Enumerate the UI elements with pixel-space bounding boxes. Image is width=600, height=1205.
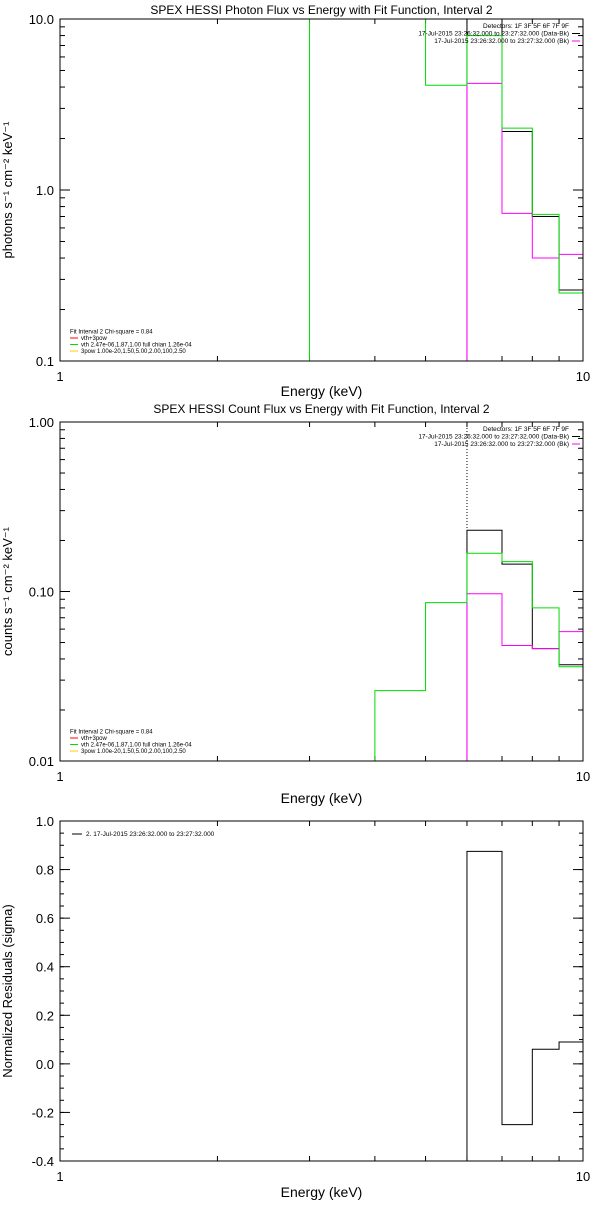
x-axis-label: Energy (keV) bbox=[281, 790, 363, 806]
plot-data bbox=[374, 422, 583, 761]
legend-entry: 3pow 1.00e-20,1.50,5.00,2.00,100,2.50 bbox=[81, 749, 186, 755]
y-axis-label: counts s⁻¹ cm⁻² keV⁻¹ bbox=[0, 526, 15, 656]
x-axis-label: Energy (keV) bbox=[281, 383, 363, 399]
legend-entry: Fit Interval 2 Chi-square = 0.84 bbox=[70, 730, 153, 736]
x-tick-label: 1 bbox=[56, 1169, 63, 1184]
plot-data bbox=[309, 19, 583, 361]
y-tick-label: 0.8 bbox=[36, 863, 54, 878]
legend-entry: vth+3pow bbox=[81, 736, 108, 742]
legend-entry: 17-Jul-2015 23:26:32.000 to 23:27:32.000… bbox=[418, 31, 569, 38]
legend-entry: vth+3pow bbox=[81, 336, 108, 342]
x-axis-label: Energy (keV) bbox=[281, 1184, 363, 1200]
y-axis-label: Normalized Residuals (sigma) bbox=[0, 904, 15, 1077]
series-vth-3pow-line bbox=[309, 19, 583, 361]
x-tick-label: 1 bbox=[56, 769, 63, 784]
legend-entry: 17-Jul-2015 23:26:32.000 to 23:27:32.000… bbox=[434, 441, 569, 448]
legend-entry: vth 2.47e-06,1.87,1.00 full chian 1.26e-… bbox=[81, 343, 192, 349]
y-tick-label: -0.4 bbox=[32, 1154, 54, 1169]
legend-entry: 17-Jul-2015 23:26:32.000 to 23:27:32.000… bbox=[418, 434, 569, 441]
series-bk-line bbox=[466, 82, 583, 361]
panel-3: 1 10 -0.4 -0.2 0.0 0.2 0.4 0.6 0.8 1.0 Energy (keV… bbox=[0, 814, 590, 1200]
series-vth-3pow-line bbox=[374, 552, 583, 761]
y-tick-label: 0.0 bbox=[36, 1057, 54, 1072]
x-tick-label: 1 bbox=[56, 369, 63, 384]
plot-frame bbox=[59, 421, 584, 762]
series-residuals-line bbox=[466, 850, 583, 1161]
x-tick-label: 10 bbox=[576, 769, 590, 784]
y-tick-label: 1.0 bbox=[36, 183, 54, 198]
series-bk-line bbox=[466, 593, 583, 761]
legend-entry: 2. 17-Jul-2015 23:26:32.000 to 23:27:32.… bbox=[86, 831, 215, 838]
y-tick-label: 0.10 bbox=[29, 585, 54, 600]
chart-title: SPEX HESSI Photon Flux vs Energy with Fi… bbox=[150, 3, 492, 17]
legend-entry: Fit Interval 2 Chi-square = 0.84 bbox=[70, 330, 153, 336]
panel-1: SPEX HESSI Photon Flux vs Energy with Fi… bbox=[0, 3, 590, 399]
y-tick-label: 1.0 bbox=[36, 814, 54, 829]
legend-entry: 3pow 1.00e-20,1.50,5.00,2.00,100,2.50 bbox=[81, 349, 186, 355]
y-axis-label: photons s⁻¹ cm⁻² keV⁻¹ bbox=[0, 121, 15, 259]
y-tick-label: 0.1 bbox=[36, 354, 54, 369]
plot-frame bbox=[59, 820, 584, 1162]
y-tick-label: 0.01 bbox=[29, 754, 54, 769]
y-tick-label: -0.2 bbox=[32, 1105, 54, 1120]
y-tick-label: 0.2 bbox=[36, 1008, 54, 1023]
legend-entry: Detectors: 1F 3F 5F 6F 7F 9F bbox=[483, 23, 569, 30]
y-tick-label: 0.4 bbox=[36, 960, 54, 975]
y-tick-label: 1.00 bbox=[29, 415, 54, 430]
x-tick-label: 10 bbox=[576, 369, 590, 384]
legend-entry: 17-Jul-2015 23:26:32.000 to 23:27:32.000… bbox=[434, 38, 569, 45]
y-tick-label: 10.0 bbox=[29, 12, 54, 27]
y-tick-label: 0.6 bbox=[36, 911, 54, 926]
plot-data bbox=[466, 850, 583, 1161]
legend-entry: Detectors: 1F 3F 5F 6F 7F 9F bbox=[483, 426, 569, 433]
x-tick-label: 10 bbox=[576, 1169, 590, 1184]
legend-entry: vth 2.47e-06,1.87,1.00 full chian 1.26e-… bbox=[81, 743, 192, 749]
plot-frame bbox=[59, 18, 584, 362]
chart-title: SPEX HESSI Count Flux vs Energy with Fit… bbox=[153, 402, 489, 416]
panel-2: SPEX HESSI Count Flux vs Energy with Fit… bbox=[0, 402, 590, 806]
series-data-bk-line bbox=[466, 19, 583, 361]
